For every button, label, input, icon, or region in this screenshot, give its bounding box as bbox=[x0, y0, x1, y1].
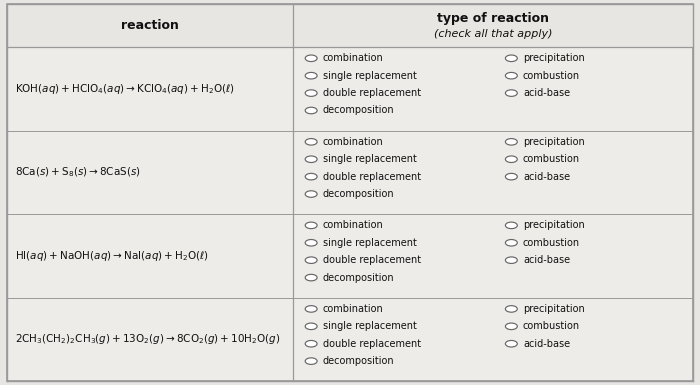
Circle shape bbox=[505, 323, 517, 330]
Bar bbox=[7, 4, 693, 47]
Text: combustion: combustion bbox=[523, 238, 580, 248]
Text: combustion: combustion bbox=[523, 71, 580, 81]
Circle shape bbox=[505, 173, 517, 180]
Text: decomposition: decomposition bbox=[323, 189, 394, 199]
Text: combination: combination bbox=[323, 53, 384, 63]
Circle shape bbox=[505, 239, 517, 246]
Text: single replacement: single replacement bbox=[323, 71, 416, 81]
Text: double replacement: double replacement bbox=[323, 172, 421, 182]
Circle shape bbox=[305, 55, 317, 62]
Circle shape bbox=[505, 55, 517, 62]
Text: $\mathrm{2CH_3(CH_2)_2CH_3}(g) + \mathrm{13O_2}(g) \rightarrow \mathrm{8CO_2}(g): $\mathrm{2CH_3(CH_2)_2CH_3}(g) + \mathrm… bbox=[15, 332, 281, 346]
Circle shape bbox=[305, 239, 317, 246]
Circle shape bbox=[505, 90, 517, 96]
Circle shape bbox=[305, 275, 317, 281]
Text: acid-base: acid-base bbox=[523, 88, 570, 98]
Circle shape bbox=[305, 323, 317, 330]
Text: combustion: combustion bbox=[523, 321, 580, 331]
Text: decomposition: decomposition bbox=[323, 356, 394, 366]
Text: decomposition: decomposition bbox=[323, 273, 394, 283]
Text: double replacement: double replacement bbox=[323, 255, 421, 265]
Text: reaction: reaction bbox=[121, 19, 178, 32]
Text: type of reaction: type of reaction bbox=[437, 12, 549, 25]
Text: single replacement: single replacement bbox=[323, 321, 416, 331]
Circle shape bbox=[305, 257, 317, 263]
Circle shape bbox=[505, 257, 517, 263]
Circle shape bbox=[305, 107, 317, 114]
Circle shape bbox=[505, 139, 517, 145]
Text: (check all that apply): (check all that apply) bbox=[433, 29, 552, 39]
Circle shape bbox=[305, 156, 317, 162]
Circle shape bbox=[305, 90, 317, 96]
Text: combination: combination bbox=[323, 304, 384, 314]
Circle shape bbox=[305, 340, 317, 347]
Circle shape bbox=[305, 191, 317, 198]
Text: single replacement: single replacement bbox=[323, 238, 416, 248]
Text: precipitation: precipitation bbox=[523, 137, 584, 147]
Text: acid-base: acid-base bbox=[523, 255, 570, 265]
Circle shape bbox=[305, 72, 317, 79]
Circle shape bbox=[505, 156, 517, 162]
Circle shape bbox=[305, 173, 317, 180]
Circle shape bbox=[505, 340, 517, 347]
Text: double replacement: double replacement bbox=[323, 88, 421, 98]
Text: precipitation: precipitation bbox=[523, 53, 584, 63]
Text: combination: combination bbox=[323, 137, 384, 147]
Circle shape bbox=[505, 72, 517, 79]
Circle shape bbox=[505, 222, 517, 229]
Text: $\mathrm{HI}(aq) + \mathrm{NaOH}(aq) \rightarrow \mathrm{NaI}(aq) + \mathrm{H_2O: $\mathrm{HI}(aq) + \mathrm{NaOH}(aq) \ri… bbox=[15, 249, 209, 263]
Text: single replacement: single replacement bbox=[323, 154, 416, 164]
Circle shape bbox=[305, 306, 317, 312]
Text: decomposition: decomposition bbox=[323, 105, 394, 116]
Text: precipitation: precipitation bbox=[523, 220, 584, 230]
Text: $\mathrm{8Ca}(s) + \mathrm{S_8}(s) \rightarrow \mathrm{8CaS}(s)$: $\mathrm{8Ca}(s) + \mathrm{S_8}(s) \righ… bbox=[15, 166, 141, 179]
Text: combustion: combustion bbox=[523, 154, 580, 164]
Circle shape bbox=[305, 222, 317, 229]
Text: acid-base: acid-base bbox=[523, 339, 570, 349]
Circle shape bbox=[305, 358, 317, 365]
Circle shape bbox=[505, 306, 517, 312]
Text: double replacement: double replacement bbox=[323, 339, 421, 349]
Text: acid-base: acid-base bbox=[523, 172, 570, 182]
Circle shape bbox=[305, 139, 317, 145]
Text: precipitation: precipitation bbox=[523, 304, 584, 314]
Text: combination: combination bbox=[323, 220, 384, 230]
Text: $\mathrm{KOH}(aq) + \mathrm{HClO_4}(aq) \rightarrow \mathrm{KClO_4}(aq) + \mathr: $\mathrm{KOH}(aq) + \mathrm{HClO_4}(aq) … bbox=[15, 82, 235, 96]
